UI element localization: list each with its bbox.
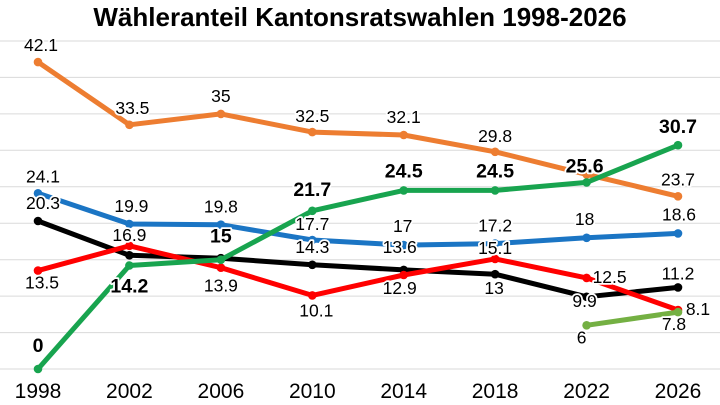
series-blue-line xyxy=(35,190,681,248)
value-label: 0 xyxy=(33,335,44,357)
value-label: 25.6 xyxy=(566,155,604,177)
value-label: 23.7 xyxy=(661,169,695,189)
series-orange-line xyxy=(35,59,681,199)
point-marker-green-line xyxy=(490,186,500,195)
x-axis-label: 2018 xyxy=(472,380,519,403)
value-label: 13.5 xyxy=(25,273,59,293)
value-label: 32.5 xyxy=(295,106,329,126)
point-marker-orange-line xyxy=(308,127,317,137)
value-label: 24.1 xyxy=(26,166,60,186)
value-label: 12.9 xyxy=(383,278,417,298)
value-label: 35 xyxy=(211,86,230,106)
point-marker-orange-line xyxy=(33,57,43,67)
value-label: 18.6 xyxy=(662,204,696,224)
value-label: 18 xyxy=(575,209,594,229)
value-label: 14.2 xyxy=(110,276,148,298)
point-marker-blue-line xyxy=(308,235,317,245)
point-marker-olive-line xyxy=(582,321,591,330)
value-label: 8.1 xyxy=(686,299,710,319)
series-olive-line xyxy=(584,309,681,328)
point-marker-blue-line xyxy=(125,219,134,229)
x-axis-label: 2026 xyxy=(655,380,702,403)
point-marker-red-line xyxy=(582,273,591,283)
value-label: 24.5 xyxy=(476,160,514,182)
point-marker-green-line xyxy=(33,364,43,374)
x-axis-label: 2002 xyxy=(106,380,153,403)
point-marker-red-line xyxy=(490,254,500,264)
series-black-line xyxy=(35,218,681,300)
point-marker-black-line xyxy=(490,269,500,279)
point-marker-orange-line xyxy=(125,120,134,130)
value-label: 12.5 xyxy=(593,267,627,287)
point-marker-black-line xyxy=(33,216,43,226)
chart-title: Wähleranteil Kantonsratswahlen 1998-2026 xyxy=(93,2,627,32)
value-label: 9.9 xyxy=(572,291,596,311)
series-red-line xyxy=(35,243,681,313)
value-label: 24.5 xyxy=(385,160,423,182)
point-marker-red-line xyxy=(216,263,226,273)
value-label: 6 xyxy=(577,327,587,347)
point-marker-blue-line xyxy=(582,233,591,243)
x-axis-label: 2022 xyxy=(563,380,610,403)
point-marker-orange-line xyxy=(673,192,683,201)
value-label: 10.1 xyxy=(299,300,333,320)
value-label: 33.5 xyxy=(115,98,149,118)
point-marker-orange-line xyxy=(216,109,226,119)
value-label: 21.7 xyxy=(293,179,331,201)
value-label: 20.3 xyxy=(26,193,60,213)
point-marker-black-line xyxy=(125,251,134,260)
point-marker-black-line xyxy=(673,283,683,292)
series-green-line xyxy=(35,142,681,372)
x-axis-label: 2006 xyxy=(198,380,245,403)
value-label: 11.2 xyxy=(662,263,695,283)
point-marker-blue-line xyxy=(216,220,226,229)
point-marker-green-line xyxy=(125,261,134,270)
value-label: 15 xyxy=(210,226,232,248)
value-label: 17 xyxy=(393,216,412,236)
point-marker-black-line xyxy=(582,292,591,302)
value-label: 15.1 xyxy=(478,238,512,258)
value-label: 13.9 xyxy=(204,276,238,296)
value-label: 19.8 xyxy=(204,197,238,217)
value-label: 14.3 xyxy=(295,237,329,257)
value-label: 29.8 xyxy=(478,126,512,146)
point-marker-green-line xyxy=(216,255,226,264)
value-label: 7.8 xyxy=(662,314,686,334)
point-marker-blue-line xyxy=(33,189,43,198)
point-marker-black-line xyxy=(308,260,317,270)
point-marker-red-line xyxy=(399,270,409,280)
point-marker-red-line xyxy=(125,241,134,251)
value-label: 30.7 xyxy=(659,116,697,138)
value-label: 13 xyxy=(484,278,503,298)
x-axis-label: 1998 xyxy=(15,380,62,403)
point-marker-green-line xyxy=(308,206,317,216)
x-axis-label: 2010 xyxy=(289,380,336,403)
value-label: 19.9 xyxy=(114,196,148,216)
point-marker-orange-line xyxy=(582,170,591,179)
value-label: 42.1 xyxy=(24,35,58,55)
point-marker-green-line xyxy=(582,178,591,187)
point-marker-green-line xyxy=(673,140,683,150)
point-marker-orange-line xyxy=(490,147,500,157)
value-label: 17.2 xyxy=(478,216,512,236)
point-marker-blue-line xyxy=(399,240,409,250)
value-label: 32.1 xyxy=(387,107,421,127)
point-marker-blue-line xyxy=(673,229,683,238)
value-label: 17.7 xyxy=(295,214,329,234)
value-label: 16.9 xyxy=(112,225,146,245)
point-marker-red-line xyxy=(308,291,317,300)
value-label: 13.6 xyxy=(383,237,417,257)
point-marker-blue-line xyxy=(490,239,500,248)
point-marker-green-line xyxy=(399,186,409,195)
point-marker-red-line xyxy=(33,266,43,275)
x-axis-label: 2014 xyxy=(380,380,427,403)
point-marker-olive-line xyxy=(673,307,683,317)
point-marker-orange-line xyxy=(399,130,409,140)
